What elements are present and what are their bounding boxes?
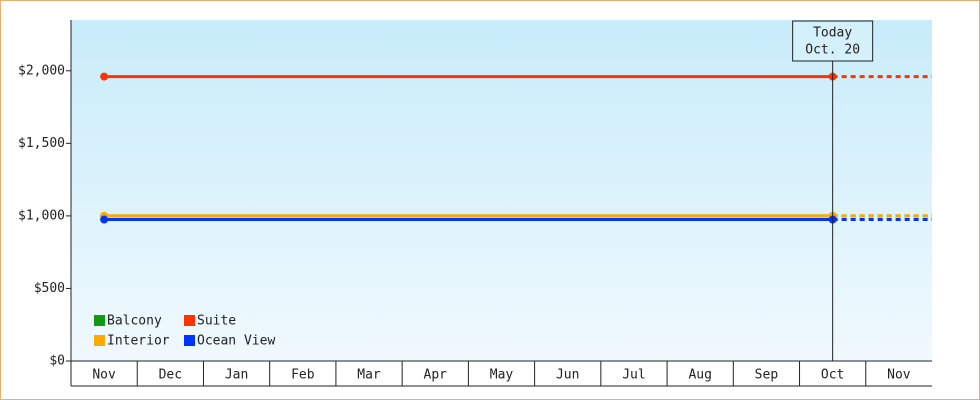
x-tick-label: Aug <box>688 368 711 383</box>
y-tick-label: $1,500 <box>18 136 65 151</box>
point <box>100 215 109 224</box>
x-tick-label: Nov <box>92 368 116 383</box>
x-tick-label: Sep <box>755 368 779 383</box>
legend-swatch <box>94 335 105 346</box>
x-tick-label: Feb <box>291 368 315 383</box>
today-date: Oct. 20 <box>805 43 860 58</box>
legend-swatch <box>184 335 195 346</box>
legend-swatch <box>94 315 105 326</box>
x-tick-label: Nov <box>887 368 911 383</box>
legend-label: Suite <box>197 314 236 329</box>
x-tick-label: Jan <box>225 368 248 383</box>
legend-swatch <box>184 315 195 326</box>
point <box>100 72 109 81</box>
legend-label: Interior <box>107 334 170 349</box>
x-tick-label: Mar <box>357 368 381 383</box>
today-label: Today <box>813 26 852 41</box>
legend-label: Ocean View <box>197 334 275 349</box>
x-tick-label: Jun <box>556 368 579 383</box>
x-tick-label: Jul <box>622 368 645 383</box>
y-tick-label: $2,000 <box>18 63 65 78</box>
x-tick-label: Apr <box>424 368 448 383</box>
legend-label: Balcony <box>107 314 162 329</box>
y-tick-label: $500 <box>34 281 65 296</box>
x-tick-label: Oct <box>821 368 844 383</box>
x-tick-label: Dec <box>159 368 182 383</box>
y-tick-label: $1,000 <box>18 208 65 223</box>
y-tick-label: $0 <box>49 354 65 369</box>
today-box <box>792 20 874 62</box>
plot-area <box>71 20 932 361</box>
x-tick-label: May <box>490 368 514 383</box>
